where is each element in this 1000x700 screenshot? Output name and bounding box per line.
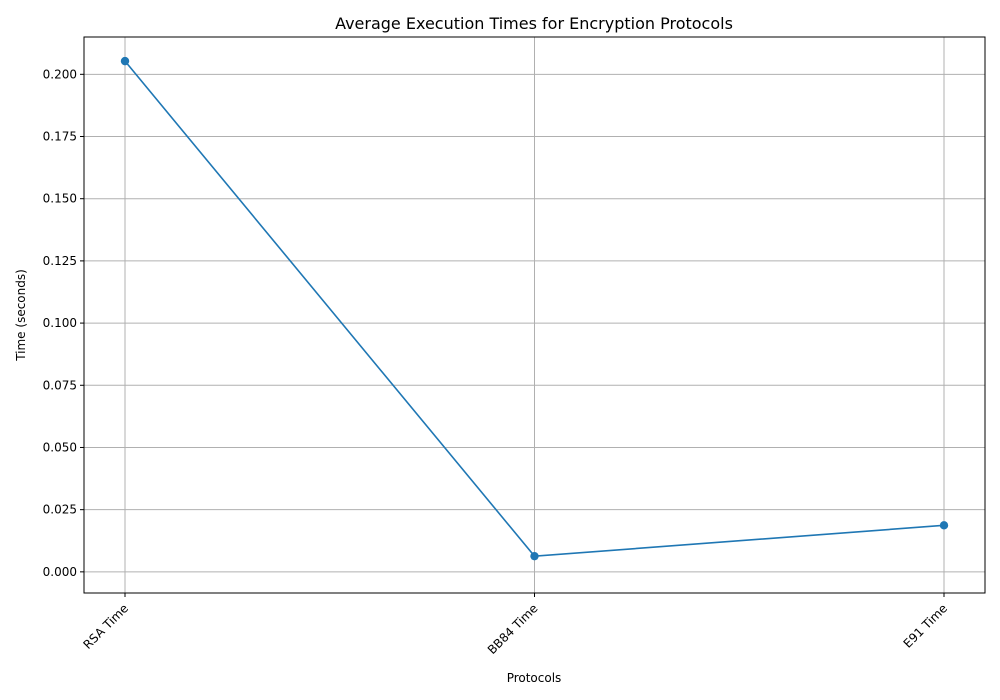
x-axis: RSA Time BB84 Time E91 Time	[81, 593, 951, 657]
y-tick-label: 0.075	[43, 378, 77, 392]
y-tick-label: 0.125	[43, 254, 77, 268]
y-axis: 0.000 0.025 0.050 0.075 0.100 0.125 0.150 0.175…	[43, 67, 84, 579]
y-tick-label: 0.050	[43, 440, 77, 454]
x-axis-label: Protocols	[507, 671, 562, 685]
y-tick-label: 0.000	[43, 565, 77, 579]
y-axis-label: Time (seconds)	[14, 269, 28, 362]
chart-title: Average Execution Times for Encryption P…	[335, 14, 733, 33]
x-tick-label: RSA Time	[81, 601, 132, 652]
y-tick-label: 0.175	[43, 130, 77, 144]
y-tick-label: 0.150	[43, 192, 77, 206]
data-point	[939, 521, 949, 530]
plot-area	[120, 56, 949, 561]
data-point	[120, 56, 130, 66]
y-tick-label: 0.200	[43, 67, 77, 81]
y-tick-label: 0.025	[43, 503, 77, 517]
x-tick-label: BB84 Time	[485, 601, 541, 657]
y-tick-label: 0.100	[43, 316, 77, 330]
data-point	[530, 551, 539, 561]
plot-frame	[83, 36, 986, 594]
grid-lines	[84, 37, 985, 593]
x-tick-label: E91 Time	[901, 601, 951, 651]
